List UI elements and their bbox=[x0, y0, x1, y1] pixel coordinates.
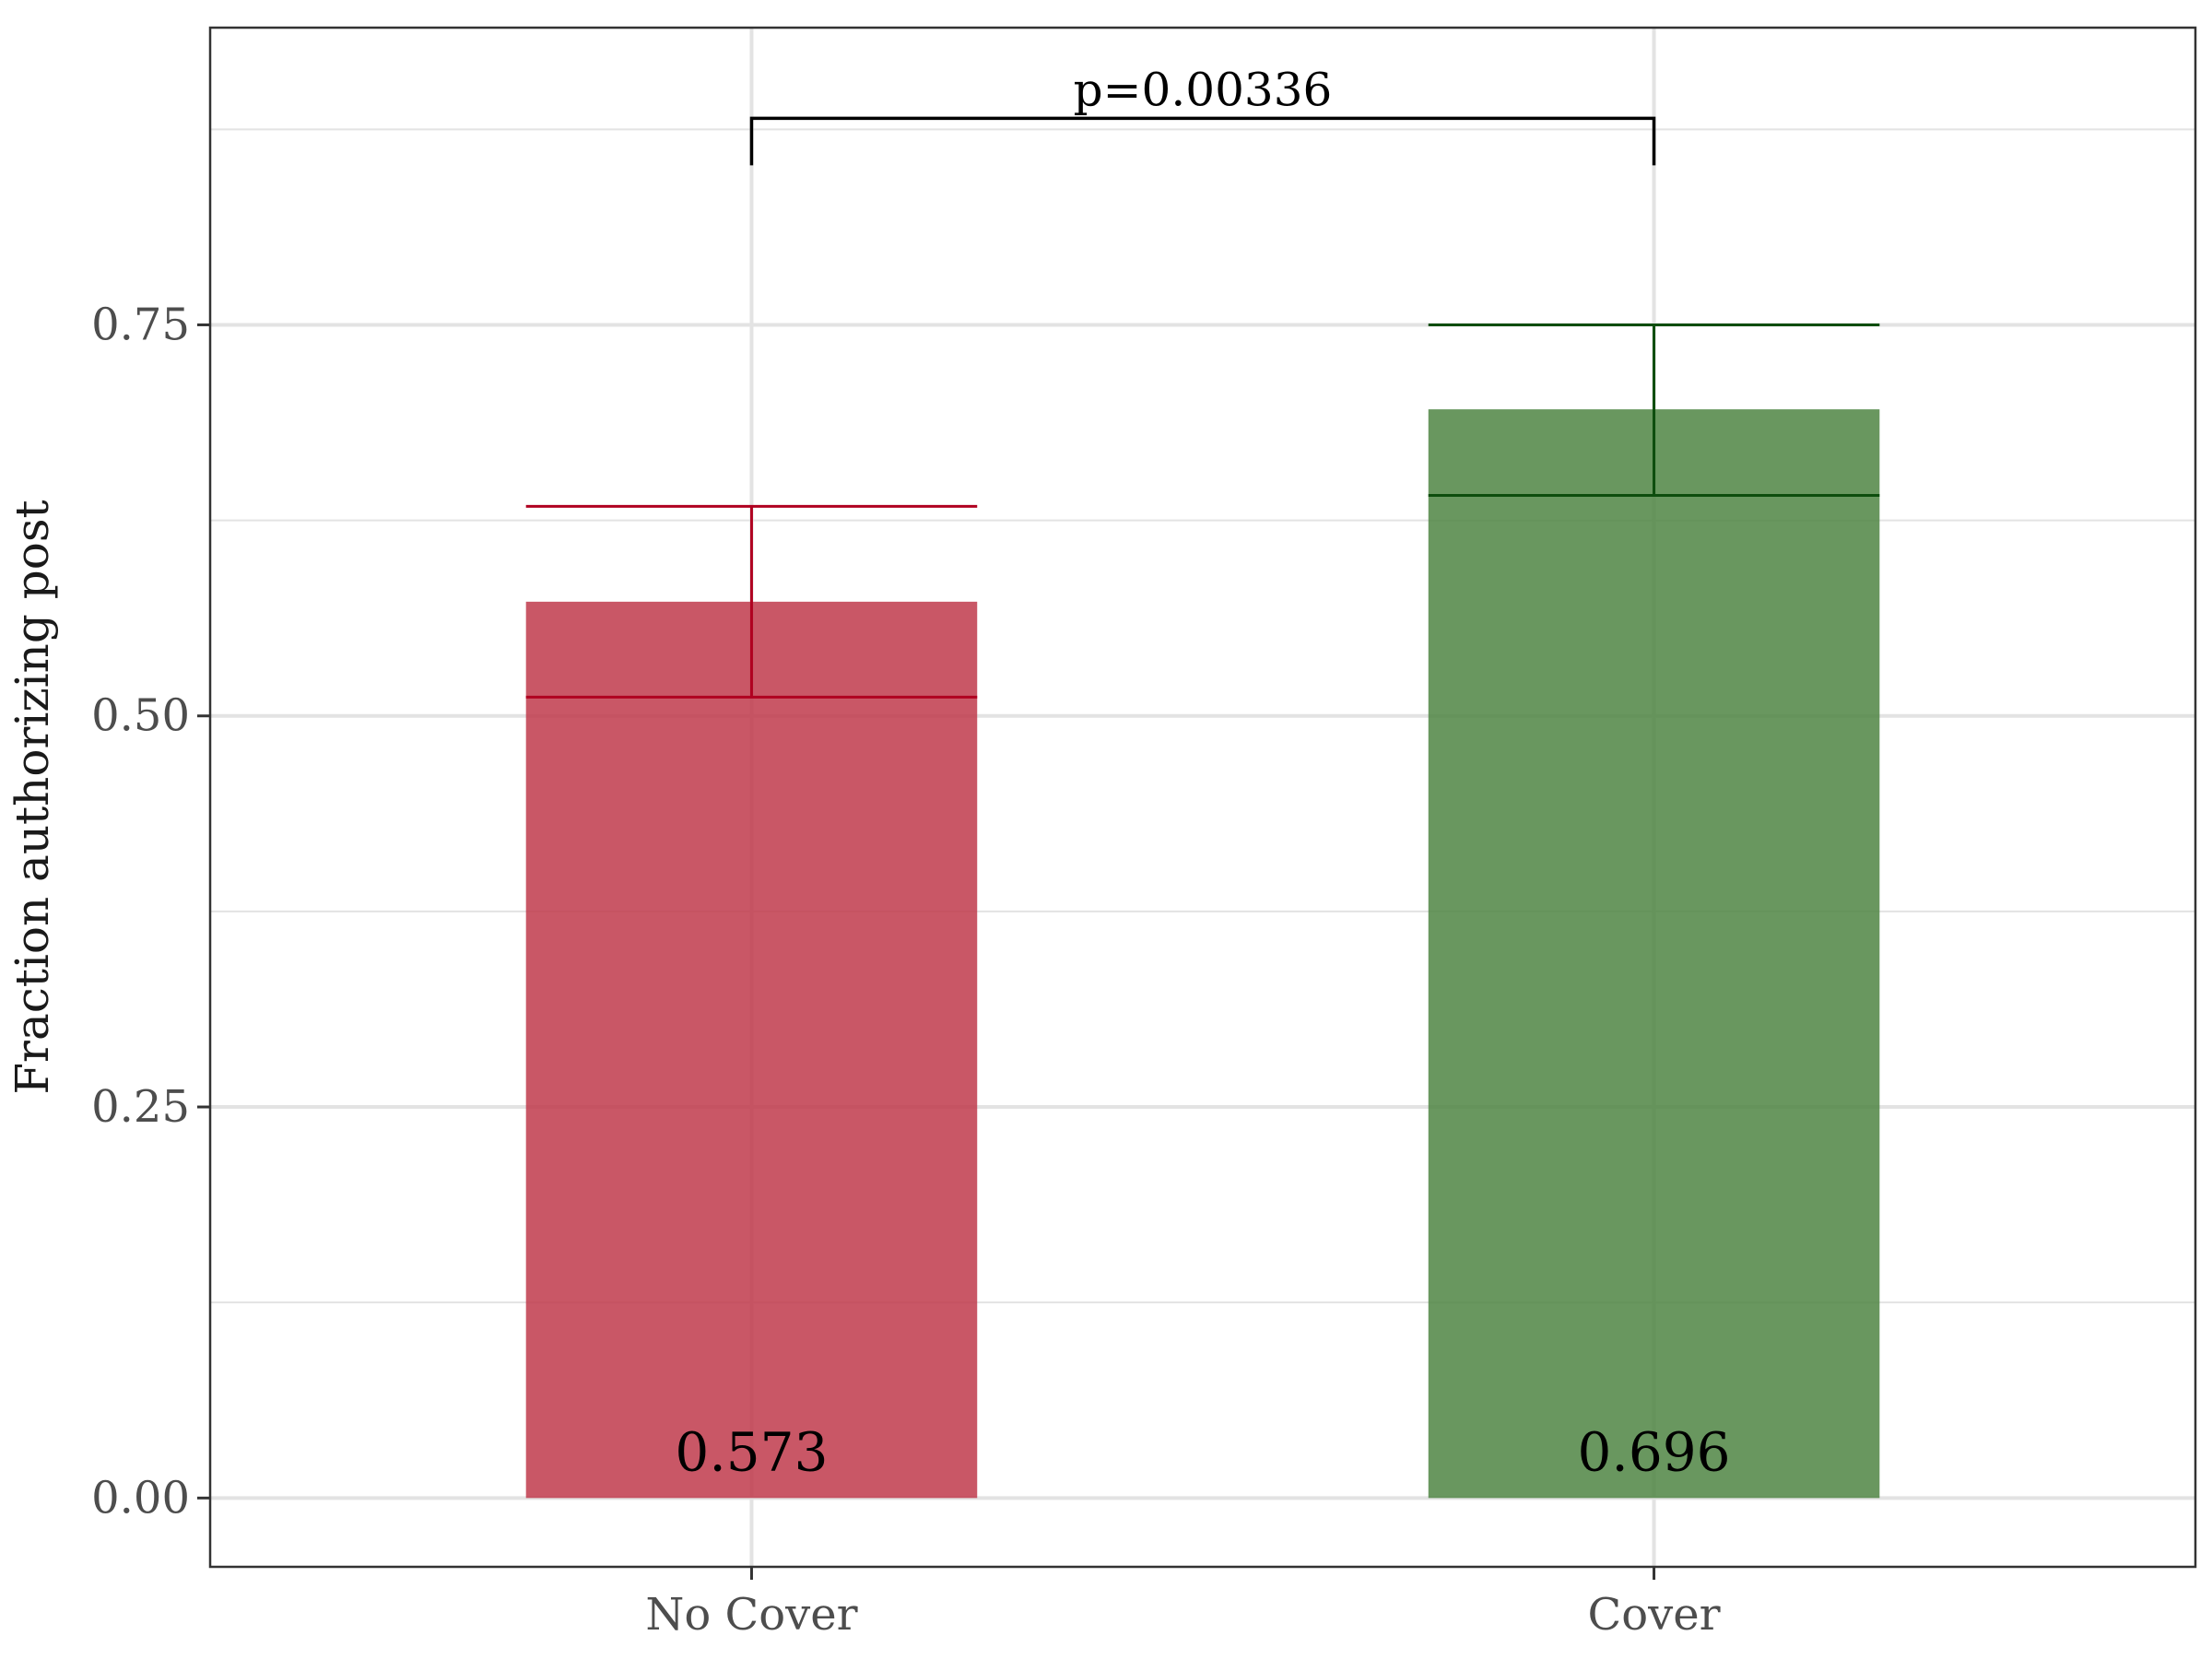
y-axis-title: Fraction authorizing post bbox=[6, 500, 59, 1094]
y-tick-label: 0.50 bbox=[91, 690, 190, 742]
significance-bracket bbox=[749, 116, 1656, 166]
x-tick-label: No Cover bbox=[645, 1589, 857, 1641]
data-label: 0.696 bbox=[1578, 1420, 1731, 1483]
error-bars bbox=[525, 323, 1880, 699]
x-tick-label: Cover bbox=[1587, 1589, 1720, 1641]
data-label: 0.573 bbox=[675, 1420, 828, 1483]
value-labels: 0.573 0.696 bbox=[675, 1420, 1730, 1483]
plot-panel-border bbox=[208, 26, 2197, 1569]
y-tick-label: 0.75 bbox=[91, 299, 190, 350]
y-tick-label: 0.00 bbox=[91, 1472, 190, 1524]
bar bbox=[1428, 409, 1880, 1499]
bar bbox=[525, 601, 978, 1499]
significance-annotation: p=0.00336 bbox=[749, 63, 1656, 166]
axes: 0.00 0.25 0.50 0.75 No Cover Cover bbox=[91, 299, 1721, 1641]
p-value-label: p=0.00336 bbox=[1074, 63, 1333, 116]
y-tick-label: 0.25 bbox=[91, 1081, 190, 1133]
bars bbox=[525, 409, 1880, 1499]
